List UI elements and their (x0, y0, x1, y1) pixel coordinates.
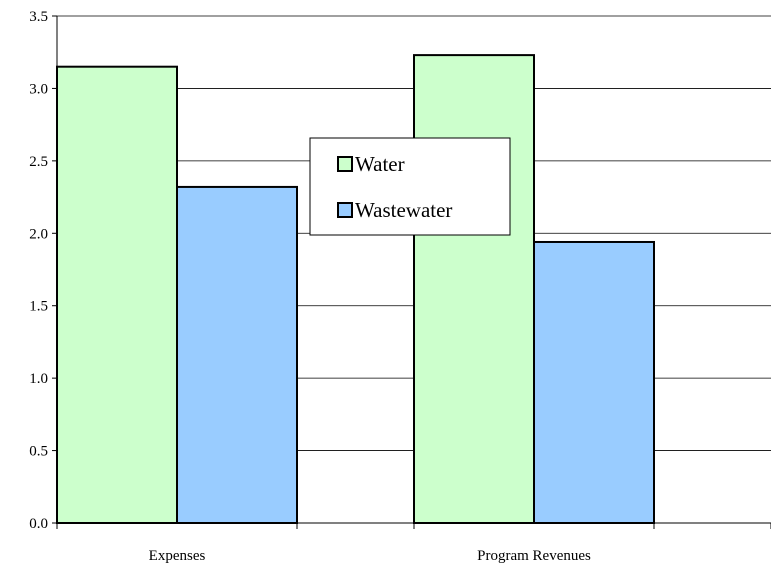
y-tick-label: 3.0 (29, 81, 48, 97)
y-tick-label: 1.5 (29, 299, 48, 315)
legend: Water Wastewater (309, 137, 511, 236)
bar-wastewater-1 (176, 185, 298, 524)
x-category-label: Program Revenues (477, 548, 591, 564)
legend-box (309, 137, 511, 236)
bar-wastewater-2 (533, 240, 655, 524)
y-tick-label: 3.5 (29, 9, 48, 25)
bar-water-2 (413, 54, 535, 525)
x-category-label: Expenses (149, 548, 206, 564)
bars (56, 54, 655, 525)
legend-label-wastewater: Wastewater (355, 198, 452, 222)
y-tick-label: 0.0 (29, 516, 48, 532)
y-tick-label: 2.5 (29, 154, 48, 170)
legend-swatch-wastewater (337, 202, 353, 218)
bar-water-1 (56, 65, 178, 524)
y-tick-label: 2.0 (29, 226, 48, 242)
y-tick-label: 0.5 (29, 444, 48, 460)
legend-swatch-water (337, 156, 353, 172)
axes: 0.0 0.5 1.0 1.5 2.0 2.5 3.0 3.5 Expenses Program … (29, 9, 771, 564)
legend-label-water: Water (355, 152, 405, 176)
y-tick-label: 1.0 (29, 371, 48, 387)
